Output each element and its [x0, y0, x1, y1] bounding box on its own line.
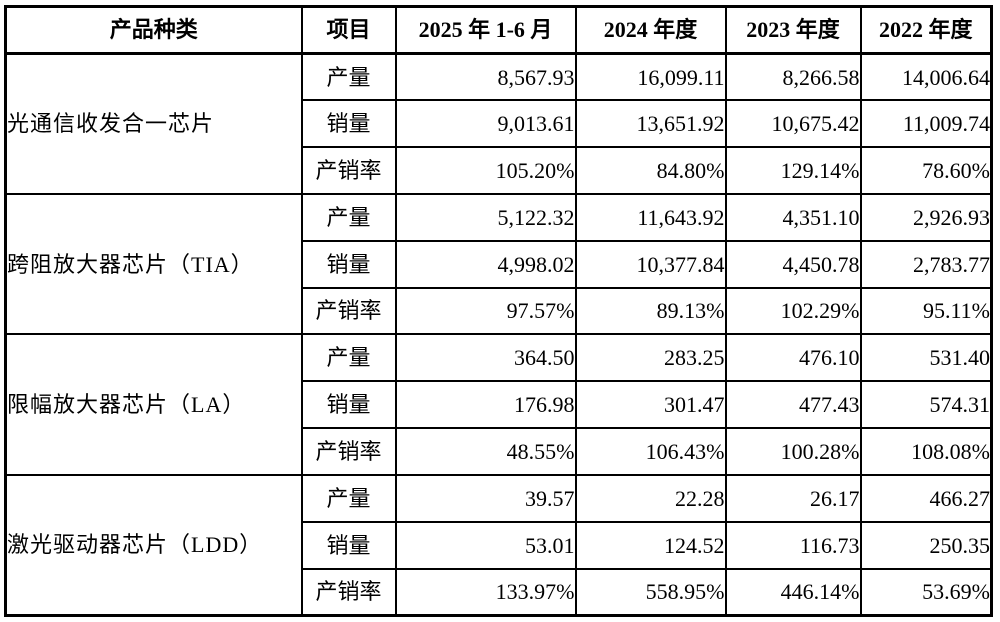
category-cell-tia: 跨阻放大器芯片（TIA）	[4, 192, 303, 336]
value-cell: 9,013.61	[394, 99, 577, 149]
table-row: 销量 9,013.61 13,651.92 10,675.42 11,009.7…	[6, 99, 993, 149]
item-label-cell: 销量	[300, 99, 397, 149]
value-cell: 4,351.10	[724, 192, 862, 242]
value-cell: 39.57	[394, 473, 577, 523]
item-label-cell: 销量	[300, 380, 397, 430]
value-cell: 2,783.77	[859, 239, 993, 289]
value-cell: 11,009.74	[859, 99, 993, 149]
value-cell: 116.73	[724, 520, 862, 570]
value-cell: 10,675.42	[724, 99, 862, 149]
value-cell: 477.43	[724, 380, 862, 430]
table-row: 销量 176.98 301.47 477.43 574.31	[6, 380, 993, 430]
header-row: 产品种类 项目 2025 年 1-6 月 2024 年度 2023 年度 202…	[4, 5, 993, 55]
value-cell: 531.40	[859, 333, 993, 383]
value-cell: 89.13%	[574, 286, 727, 336]
value-cell: 78.60%	[859, 146, 993, 195]
value-cell: 48.55%	[394, 427, 577, 476]
category-cell-ldd: 激光驱动器芯片（LDD）	[4, 473, 303, 617]
header-2023: 2023 年度	[724, 5, 862, 55]
item-label-cell: 产量	[300, 473, 397, 523]
category-cell-optical-transceiver: 光通信收发合一芯片	[4, 52, 303, 195]
value-cell: 283.25	[574, 333, 727, 383]
value-cell: 129.14%	[724, 146, 862, 195]
value-cell: 8,266.58	[724, 52, 862, 102]
value-cell: 105.20%	[394, 146, 577, 195]
value-cell: 558.95%	[574, 567, 727, 617]
value-cell: 102.29%	[724, 286, 862, 336]
value-cell: 26.17	[724, 473, 862, 523]
header-2022: 2022 年度	[859, 5, 993, 55]
value-cell: 106.43%	[574, 427, 727, 476]
value-cell: 100.28%	[724, 427, 862, 476]
value-cell: 364.50	[394, 333, 577, 383]
value-cell: 14,006.64	[859, 52, 993, 102]
item-label-cell: 产销率	[300, 146, 397, 195]
value-cell: 16,099.11	[574, 52, 727, 102]
value-cell: 466.27	[859, 473, 993, 523]
value-cell: 124.52	[574, 520, 727, 570]
table-row: 光通信收发合一芯片 产量 8,567.93 16,099.11 8,266.58…	[4, 52, 993, 195]
table-row: 产销率 48.55% 106.43% 100.28% 108.08%	[6, 427, 993, 476]
value-cell: 108.08%	[859, 427, 993, 476]
header-product-category: 产品种类	[4, 5, 303, 55]
value-cell: 53.69%	[859, 567, 993, 617]
item-label-cell: 销量	[300, 239, 397, 289]
item-label-cell: 销量	[300, 520, 397, 570]
value-cell: 574.31	[859, 380, 993, 430]
value-cell: 301.47	[574, 380, 727, 430]
item-label-cell: 产量	[300, 192, 397, 242]
header-2024: 2024 年度	[574, 5, 727, 55]
table-row: 产销率 97.57% 89.13% 102.29% 95.11%	[6, 286, 993, 336]
value-cell: 10,377.84	[574, 239, 727, 289]
value-cell: 476.10	[724, 333, 862, 383]
value-cell: 84.80%	[574, 146, 727, 195]
item-label-cell: 产销率	[300, 427, 397, 476]
item-label-cell: 产量	[300, 52, 397, 102]
value-cell: 250.35	[859, 520, 993, 570]
header-item: 项目	[300, 5, 397, 55]
table-row: 跨阻放大器芯片（TIA） 产量 5,122.32 11,643.92 4,351…	[4, 192, 993, 336]
item-label-cell: 产量	[300, 333, 397, 383]
production-sales-table: 产品种类 项目 2025 年 1-6 月 2024 年度 2023 年度 202…	[4, 5, 993, 617]
value-cell: 5,122.32	[394, 192, 577, 242]
value-cell: 97.57%	[394, 286, 577, 336]
value-cell: 446.14%	[724, 567, 862, 617]
header-2025-h1: 2025 年 1-6 月	[394, 5, 577, 55]
value-cell: 22.28	[574, 473, 727, 523]
value-cell: 4,998.02	[394, 239, 577, 289]
table-row: 激光驱动器芯片（LDD） 产量 39.57 22.28 26.17 466.27	[4, 473, 993, 617]
value-cell: 53.01	[394, 520, 577, 570]
table-row: 销量 53.01 124.52 116.73 250.35	[6, 520, 993, 570]
table-row: 产销率 105.20% 84.80% 129.14% 78.60%	[6, 146, 993, 195]
table-row: 产销率 133.97% 558.95% 446.14% 53.69%	[6, 567, 993, 617]
value-cell: 8,567.93	[394, 52, 577, 102]
item-label-cell: 产销率	[300, 286, 397, 336]
value-cell: 4,450.78	[724, 239, 862, 289]
value-cell: 95.11%	[859, 286, 993, 336]
value-cell: 11,643.92	[574, 192, 727, 242]
value-cell: 13,651.92	[574, 99, 727, 149]
value-cell: 133.97%	[394, 567, 577, 617]
value-cell: 2,926.93	[859, 192, 993, 242]
item-label-cell: 产销率	[300, 567, 397, 617]
table-row: 限幅放大器芯片（LA） 产量 364.50 283.25 476.10 531.…	[4, 333, 993, 476]
value-cell: 176.98	[394, 380, 577, 430]
category-cell-la: 限幅放大器芯片（LA）	[4, 333, 303, 476]
table-row: 销量 4,998.02 10,377.84 4,450.78 2,783.77	[6, 239, 993, 289]
